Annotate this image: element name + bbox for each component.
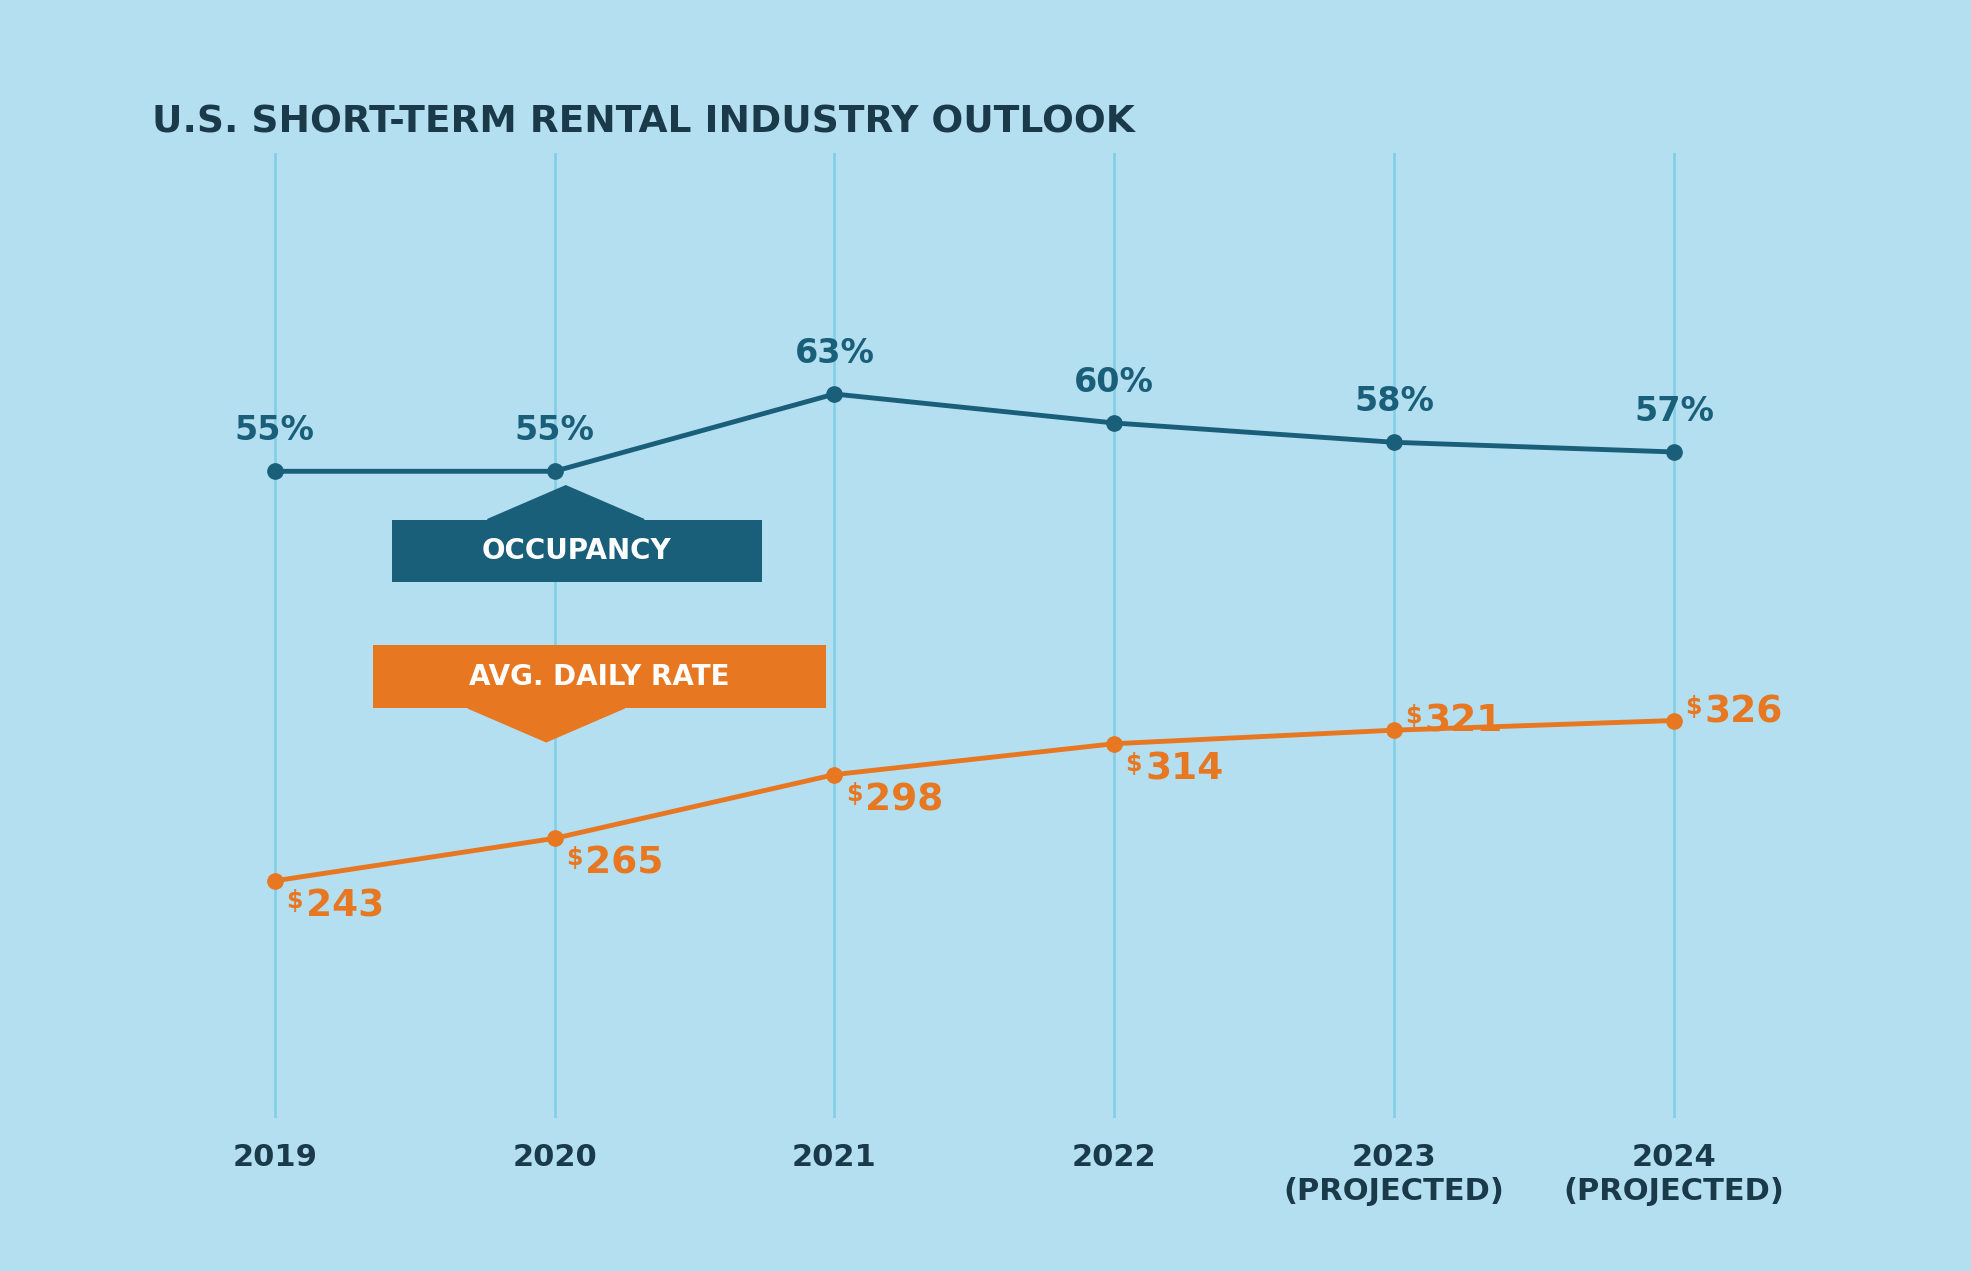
Text: 265: 265: [585, 845, 664, 882]
Polygon shape: [467, 708, 625, 742]
Text: $: $: [1685, 694, 1701, 718]
Text: 60%: 60%: [1074, 366, 1155, 399]
FancyBboxPatch shape: [392, 520, 761, 582]
Text: 58%: 58%: [1354, 385, 1435, 418]
Text: 63%: 63%: [794, 337, 875, 370]
Text: 314: 314: [1145, 751, 1224, 787]
Text: 243: 243: [306, 888, 384, 924]
Text: $: $: [1125, 751, 1141, 775]
Text: $: $: [566, 846, 581, 871]
Text: 321: 321: [1425, 704, 1504, 740]
Text: $: $: [1405, 704, 1421, 728]
Text: 55%: 55%: [514, 414, 595, 447]
Text: 57%: 57%: [1634, 395, 1715, 428]
FancyBboxPatch shape: [373, 646, 826, 708]
Text: OCCUPANCY: OCCUPANCY: [483, 536, 672, 566]
Text: 298: 298: [865, 782, 944, 819]
Text: $: $: [286, 888, 302, 913]
Text: 326: 326: [1705, 694, 1784, 730]
Text: AVG. DAILY RATE: AVG. DAILY RATE: [469, 662, 729, 690]
Text: 55%: 55%: [235, 414, 315, 447]
Polygon shape: [487, 486, 645, 520]
Text: U.S. SHORT-TERM RENTAL INDUSTRY OUTLOOK: U.S. SHORT-TERM RENTAL INDUSTRY OUTLOOK: [152, 104, 1135, 140]
Text: $: $: [846, 783, 861, 807]
